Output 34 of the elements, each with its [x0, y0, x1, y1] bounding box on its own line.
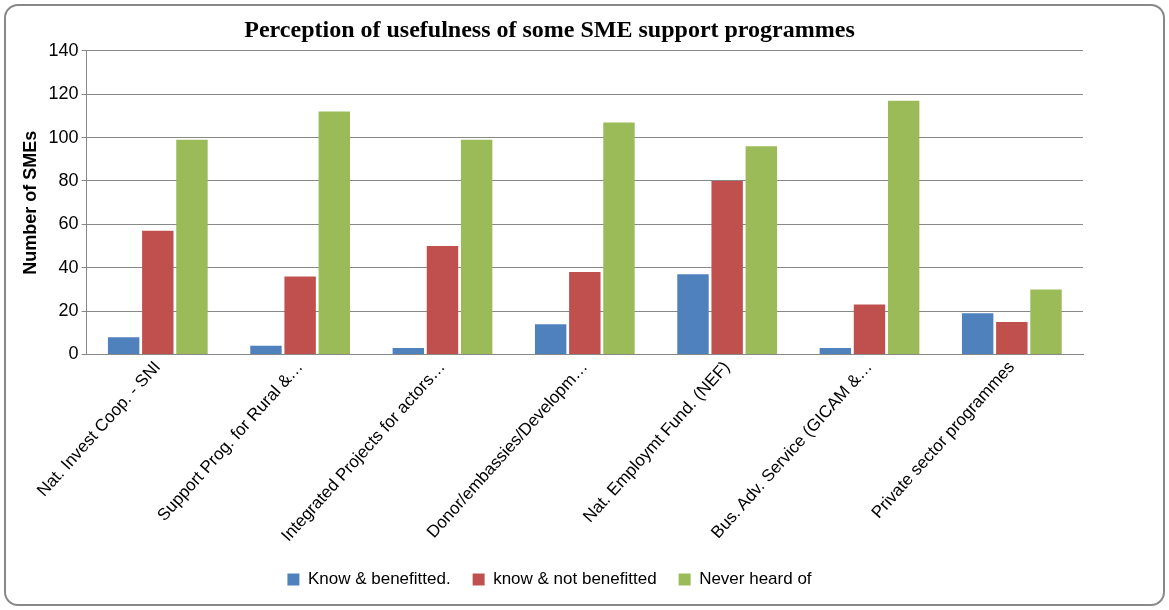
y-tick-label: 60 — [58, 213, 79, 234]
y-tick-label: 80 — [58, 169, 79, 190]
y-tick-label: 0 — [68, 343, 79, 364]
bar — [1030, 289, 1062, 355]
bar — [996, 321, 1028, 355]
bar — [677, 274, 709, 355]
bar — [853, 304, 886, 355]
bar — [426, 246, 459, 355]
y-tick-label: 40 — [58, 256, 79, 277]
bar — [142, 230, 174, 355]
legend-label: know & not benefitted — [493, 569, 657, 589]
bar — [603, 122, 635, 355]
bar — [250, 345, 282, 355]
bar — [961, 313, 994, 355]
y-tick-label: 100 — [48, 126, 79, 147]
y-tick-label: 20 — [58, 300, 79, 321]
bar — [107, 337, 140, 355]
bar — [392, 348, 425, 355]
y-axis-title: Number of SMEs — [19, 130, 40, 275]
bar — [534, 324, 567, 355]
bar — [745, 146, 778, 355]
bar — [569, 272, 601, 355]
chart-title: Perception of usefulness of some SME support programmes — [244, 15, 855, 42]
y-tick-label: 140 — [48, 39, 79, 60]
legend-label: Know & benefitted. — [307, 569, 451, 589]
y-tick-label: 120 — [48, 83, 79, 104]
bar — [711, 180, 743, 355]
bar — [318, 111, 351, 355]
bar — [819, 348, 852, 355]
bar — [887, 100, 920, 355]
legend-label: Never heard of — [699, 569, 812, 589]
bar — [460, 139, 493, 355]
bar — [284, 276, 316, 355]
bar — [176, 139, 208, 355]
